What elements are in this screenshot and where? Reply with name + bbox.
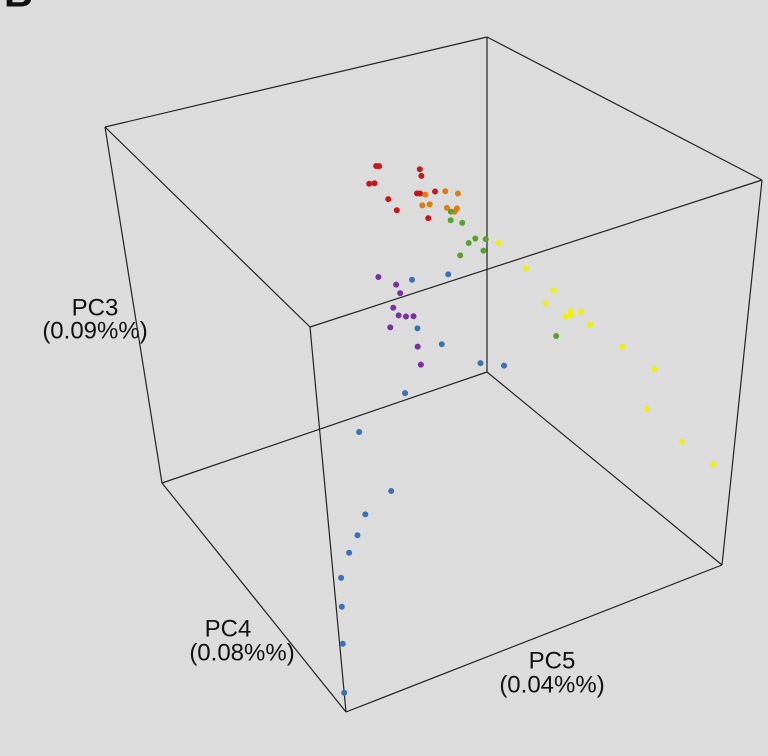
axis-label: (0.04%%): [499, 671, 604, 698]
cube-edge: [309, 179, 763, 328]
cube-edge: [486, 36, 763, 181]
point: [338, 603, 345, 610]
point: [587, 321, 594, 328]
point: [426, 201, 433, 208]
point: [338, 574, 345, 581]
point: [619, 343, 626, 350]
cube-edge: [309, 326, 347, 713]
point: [477, 360, 484, 367]
axis-label: (0.08%%): [189, 639, 294, 666]
point: [414, 325, 421, 332]
point: [443, 204, 450, 211]
point: [425, 215, 432, 222]
cube-edge: [486, 371, 723, 566]
point: [422, 191, 429, 198]
point: [339, 640, 346, 647]
point: [417, 361, 424, 368]
point: [419, 202, 426, 209]
point: [366, 180, 373, 187]
cube-edge: [104, 126, 163, 484]
point: [414, 343, 421, 350]
point: [447, 217, 454, 224]
point: [432, 188, 439, 195]
point: [402, 313, 409, 320]
point: [390, 304, 397, 311]
axis-label: PC3: [72, 294, 119, 321]
point: [388, 487, 395, 494]
panel-label: B: [4, 0, 33, 16]
point: [465, 240, 472, 247]
point: [438, 341, 445, 348]
point: [416, 166, 423, 173]
point: [409, 276, 416, 283]
point: [567, 308, 574, 315]
point: [542, 300, 549, 307]
cube-edge: [161, 371, 488, 484]
point: [577, 309, 584, 316]
point: [354, 532, 361, 539]
point: [356, 429, 363, 436]
point: [442, 188, 449, 195]
point: [567, 312, 574, 319]
point: [523, 265, 530, 272]
cube-edge: [345, 564, 723, 713]
cube-edge: [721, 179, 763, 566]
point: [501, 362, 508, 369]
point: [413, 190, 420, 197]
point: [447, 208, 454, 215]
point: [459, 219, 466, 226]
point: [418, 172, 425, 179]
point: [393, 207, 400, 214]
cube-edge: [104, 126, 311, 328]
point: [710, 461, 717, 468]
axis-label: (0.09%%): [42, 317, 147, 344]
point: [644, 405, 651, 412]
point: [480, 247, 487, 254]
point: [393, 281, 400, 288]
point: [454, 190, 461, 197]
point: [346, 549, 353, 556]
point: [651, 366, 658, 373]
point: [410, 313, 417, 320]
point: [495, 240, 502, 247]
point: [395, 312, 402, 319]
cube-edge: [161, 482, 347, 713]
point: [482, 236, 489, 243]
point: [445, 271, 452, 278]
point: [387, 324, 394, 331]
cube-edge: [104, 36, 488, 128]
axis-label: PC5: [529, 647, 576, 674]
axis-label: PC4: [205, 615, 252, 642]
point: [397, 290, 404, 297]
point: [553, 332, 560, 339]
point: [371, 180, 378, 187]
point: [550, 287, 557, 294]
point: [678, 438, 685, 445]
point: [362, 511, 369, 518]
point: [375, 273, 382, 280]
point: [385, 196, 392, 203]
point: [457, 252, 464, 259]
point: [341, 689, 348, 696]
point: [453, 205, 460, 212]
point: [402, 390, 409, 397]
point: [472, 235, 479, 242]
point: [562, 313, 569, 320]
point: [373, 162, 380, 169]
